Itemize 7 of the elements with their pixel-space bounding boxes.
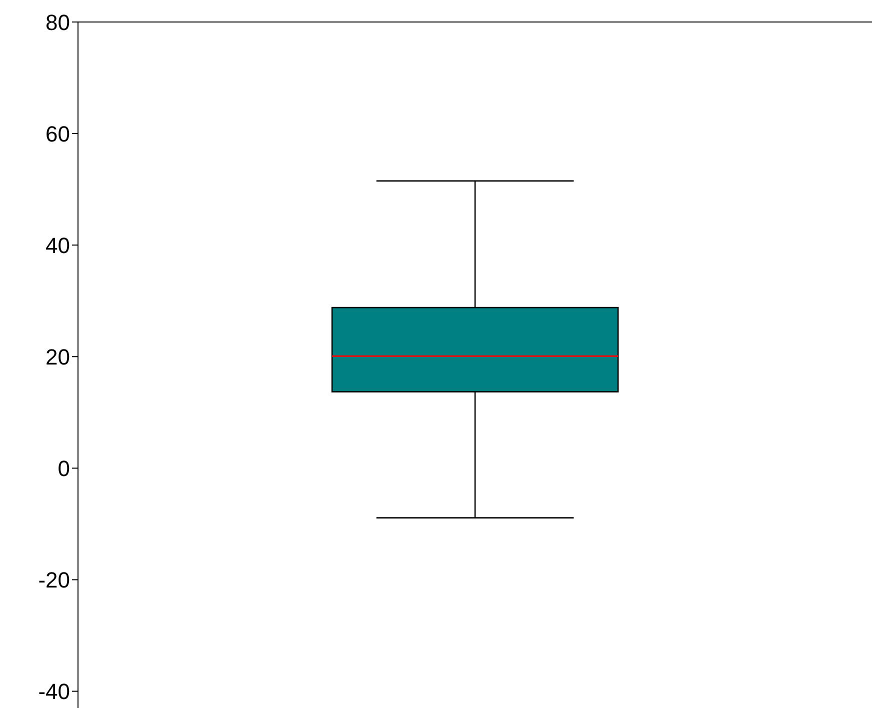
y-tick-label: 0 [58,456,70,481]
y-tick-label: 40 [46,232,70,258]
y-tick-label: -40 [38,679,70,704]
y-tick-label: 20 [46,344,70,370]
y-tick-label: -20 [38,568,70,593]
y-tick-label: 60 [46,121,70,146]
y-tick-label: 80 [46,10,70,35]
